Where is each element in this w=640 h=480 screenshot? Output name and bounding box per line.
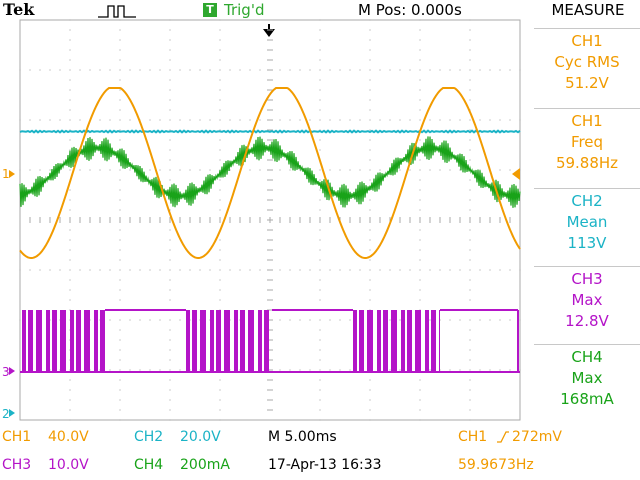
measurement-3[interactable]: CH2 Mean 113V (534, 188, 640, 267)
ch2-waveform (19, 129, 521, 134)
trigger-position-icon (263, 24, 275, 37)
svg-text:2: 2 (2, 407, 10, 421)
measurement-1-value: 51.2V (565, 74, 609, 92)
brand-logo: Tek (3, 0, 35, 19)
ch1-scale: 40.0V (48, 429, 89, 445)
waveform-display: 1 3 2 (2, 19, 521, 421)
measurement-4-type: Max (571, 291, 603, 309)
svg-text:3: 3 (2, 365, 10, 379)
ch1-marker[interactable]: 1 (2, 167, 15, 181)
measurement-3-channel: CH2 (571, 192, 603, 210)
measurement-2-type: Freq (570, 133, 604, 151)
measure-menu-title[interactable]: MEASURE (551, 1, 625, 19)
measurement-1-channel: CH1 (571, 32, 603, 50)
measurement-2[interactable]: CH1 Freq 59.88Hz (534, 108, 640, 187)
measurement-2-channel: CH1 (571, 112, 603, 130)
rising-edge-icon (497, 431, 509, 443)
ch1-label: CH1 (2, 429, 32, 445)
ch1-trigger-level-marker[interactable] (512, 168, 520, 180)
measurement-5[interactable]: CH4 Max 168mA (534, 344, 640, 423)
frequency-readout: 59.9673Hz (458, 457, 534, 473)
ch2-scale: 20.0V (180, 429, 221, 445)
measurement-5-channel: CH4 (571, 348, 603, 366)
ch1-waveform (19, 87, 521, 259)
ch3-marker[interactable]: 3 (2, 365, 15, 379)
trigger-status: Trig'd (224, 1, 265, 19)
measurement-3-value: 113V (567, 234, 607, 252)
ch3-label: CH3 (2, 457, 32, 473)
svg-text:1: 1 (2, 167, 10, 181)
measurement-2-value: 59.88Hz (555, 154, 619, 172)
measurement-5-value: 168mA (560, 390, 614, 408)
measurement-5-type: Max (571, 369, 603, 387)
ch4-scale: 200mA (180, 457, 230, 473)
horizontal-position: M Pos: 0.000s (358, 1, 462, 19)
measurement-4-value: 12.8V (565, 312, 609, 330)
ch4-label: CH4 (134, 457, 164, 473)
trigger-status-icon: T (203, 3, 217, 17)
timebase: M 5.00ms (268, 429, 337, 445)
measurement-1[interactable]: CH1 Cyc RMS 51.2V (534, 28, 640, 107)
trigger-source: CH1 (458, 429, 488, 445)
ch2-label: CH2 (134, 429, 164, 445)
trigger-level: 272mV (512, 429, 562, 445)
date-time: 17-Apr-13 16:33 (268, 457, 382, 473)
measurement-4-channel: CH3 (571, 270, 603, 288)
measurement-1-type: Cyc RMS (554, 53, 620, 71)
ch4-waveform (19, 136, 521, 208)
acquisition-pulse-icon (98, 5, 136, 18)
measurement-4[interactable]: CH3 Max 12.8V (534, 266, 640, 345)
measurement-3-type: Mean (566, 213, 608, 231)
ch2-marker[interactable]: 2 (2, 407, 15, 421)
ch3-waveform (20, 309, 520, 373)
ch3-scale: 10.0V (48, 457, 89, 473)
